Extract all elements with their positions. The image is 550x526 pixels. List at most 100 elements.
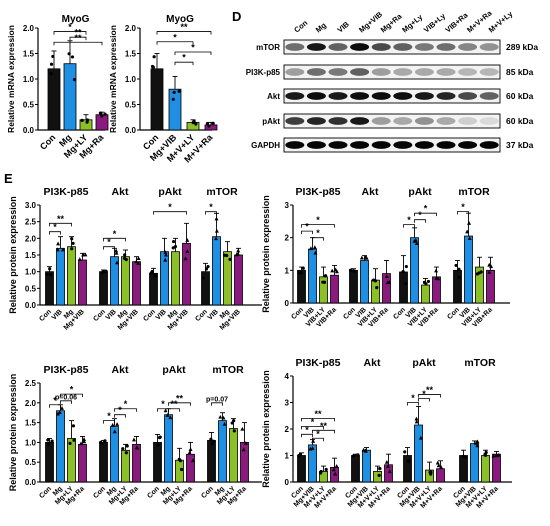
significance-label: * [161,399,165,409]
data-point [228,257,232,261]
data-point [163,257,168,262]
data-point [240,426,245,431]
y-tick-label: 2.0 [25,399,37,408]
significance-label: * [118,405,122,415]
data-point [356,453,360,457]
blot-row-label: PI3K-p85 [246,68,281,77]
group-title: PI3K-p85 [296,186,341,198]
significance-label: ** [74,28,82,38]
significance-bracket [205,211,217,215]
bar [362,449,371,483]
significance-bracket [301,224,335,228]
data-point [401,270,405,274]
significance-bracket [60,393,83,398]
y-tick-label: 3 [285,399,290,408]
significance-label: ** [74,33,82,43]
significance-bracket [168,408,180,412]
data-point [72,78,77,82]
data-point [418,435,423,440]
significance-bracket [103,420,115,424]
bar [481,455,490,483]
data-point [177,89,181,93]
panel-label-e: E [4,171,13,186]
data-point [51,54,55,59]
data-point [387,469,392,474]
blot-band [414,92,434,100]
bar [186,453,195,483]
blot-band [350,68,370,76]
data-point [55,247,60,252]
data-point [462,454,466,459]
significance-bracket [174,61,194,66]
blot-band [350,117,370,125]
significance-bracket [457,211,469,215]
group-title: PI3K-p85 [44,186,89,198]
y-tick-label: 0.5 [25,284,37,293]
data-point [363,254,368,259]
bar [464,235,473,304]
bar [150,68,164,131]
y-axis-label: Relative protein expression [8,374,18,492]
bar [403,455,412,483]
data-point [467,236,472,240]
blot-band [393,117,413,125]
data-point [71,424,76,428]
group-title: Akt [112,186,129,198]
blot-band [414,141,434,149]
data-point [334,463,339,468]
data-point [163,252,168,257]
data-point [122,256,127,261]
data-point [82,437,87,441]
bar [410,237,419,304]
significance-label: * [53,222,57,232]
data-point [384,274,389,278]
significance-bracket [301,433,313,438]
data-point [179,467,184,472]
data-point [241,447,246,452]
data-point [168,415,173,420]
group-title: Akt [112,364,129,376]
y-axis-label: Relative protein expression [261,370,271,488]
bar [78,443,87,483]
data-point [134,259,139,264]
data-point [70,247,74,251]
bar [371,279,380,304]
bar [164,414,173,483]
significance-label: * [418,210,422,220]
blot-band [393,141,413,149]
blot-band [350,92,370,100]
bar [121,256,130,306]
significance-label: * [53,395,57,405]
significance-label: * [124,399,128,409]
data-point [230,421,234,425]
data-point [134,445,139,450]
blot-band [436,92,456,100]
lane-label: Con [292,18,309,35]
significance-label: * [316,429,320,439]
blot-band [458,141,478,149]
data-point [313,250,318,255]
data-point [157,436,162,440]
data-point [323,274,328,278]
data-point [156,443,160,447]
y-tick-label: 2.0 [25,234,37,243]
data-point [192,119,196,123]
data-point [387,280,392,284]
significance-bracket [414,212,437,217]
data-point [163,250,168,255]
blot-band [350,43,370,51]
y-tick-label: 0.0 [25,301,37,310]
blot-band [436,117,456,125]
data-point [214,216,219,221]
y-axis-label: Relative mRNA expression [108,25,118,133]
y-axis-label: Relative protein expression [261,195,271,313]
data-point [150,269,154,274]
data-point [475,439,480,444]
significance-label: * [182,53,186,63]
data-point [70,237,74,241]
data-point [439,465,444,469]
data-point [45,272,49,277]
group-title: pAkt [412,357,436,369]
bar [168,88,182,131]
